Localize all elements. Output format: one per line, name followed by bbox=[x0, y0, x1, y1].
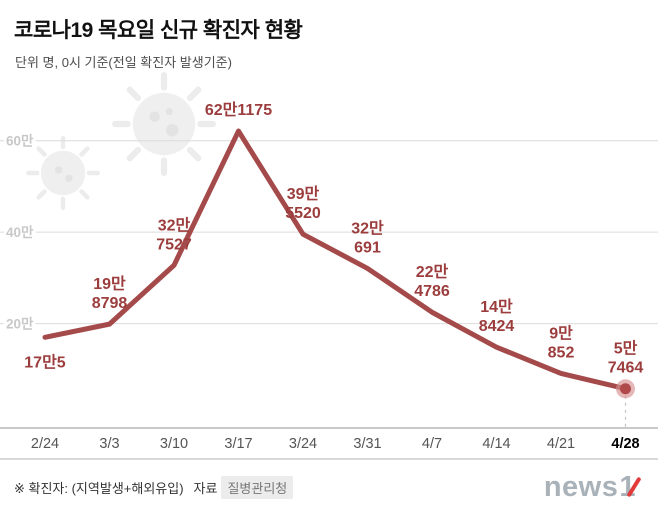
line-chart: 20만 40만 60만 17만5 19만 8798 32만 7527 62만1175 39만 552… bbox=[0, 101, 658, 427]
y-tick-label: 20만 bbox=[6, 317, 34, 332]
chart-title: 코로나19 목요일 신규 확진자 현황 bbox=[14, 19, 303, 42]
footnote: ※ 확진자: (지역발생+해외유입) 자료 질병관리청 bbox=[14, 476, 294, 499]
footer: ※ 확진자: (지역발생+해외유입) 자료 질병관리청 news1 bbox=[0, 460, 658, 502]
x-tick-label: 3/24 bbox=[288, 436, 318, 452]
x-axis: 2/24 3/3 3/10 3/17 3/24 3/31 4/7 4/14 4/21 4/28 bbox=[0, 427, 658, 460]
point-label: 22만 4786 bbox=[414, 263, 450, 300]
point-label: 5만 7464 bbox=[608, 340, 644, 377]
virus-watermark-icon bbox=[112, 72, 216, 176]
data-line bbox=[42, 128, 628, 392]
last-point-marker bbox=[620, 383, 631, 395]
x-tick-label: 3/17 bbox=[224, 436, 253, 452]
x-tick-label: 3/3 bbox=[99, 436, 120, 452]
point-label: 32만 691 bbox=[351, 219, 384, 256]
point-label: 9만 852 bbox=[548, 324, 575, 361]
x-tick-label: 4/21 bbox=[546, 436, 576, 452]
point-label: 39만 5520 bbox=[285, 185, 321, 222]
source-badge: 질병관리청 bbox=[221, 476, 294, 499]
point-label: 14만 8424 bbox=[479, 298, 515, 335]
y-tick-label: 40만 bbox=[6, 225, 34, 240]
x-tick-label: 3/31 bbox=[353, 436, 382, 452]
news1-logo: news1 bbox=[544, 473, 642, 502]
point-label: 32만 7527 bbox=[156, 216, 192, 253]
point-label: 62만1175 bbox=[205, 101, 272, 119]
source-label: 자료 bbox=[193, 481, 218, 496]
x-tick-label: 4/14 bbox=[482, 436, 511, 452]
point-label: 19만 8798 bbox=[92, 275, 128, 312]
virus-watermark-icon bbox=[26, 136, 100, 210]
x-tick-label: 3/10 bbox=[159, 436, 189, 452]
x-tick-label: 4/28 bbox=[611, 436, 640, 452]
chart-subtitle: 단위 명, 0시 기준(전일 확진자 발생기준) bbox=[15, 55, 232, 70]
y-tick-label: 60만 bbox=[6, 134, 34, 149]
logo-text: news bbox=[543, 471, 619, 503]
x-tick-label: 2/24 bbox=[30, 436, 60, 452]
x-tick-label: 4/7 bbox=[421, 436, 443, 452]
point-label: 17만5 bbox=[24, 353, 66, 371]
footnote-text: ※ 확진자: (지역발생+해외유입) bbox=[14, 481, 184, 496]
